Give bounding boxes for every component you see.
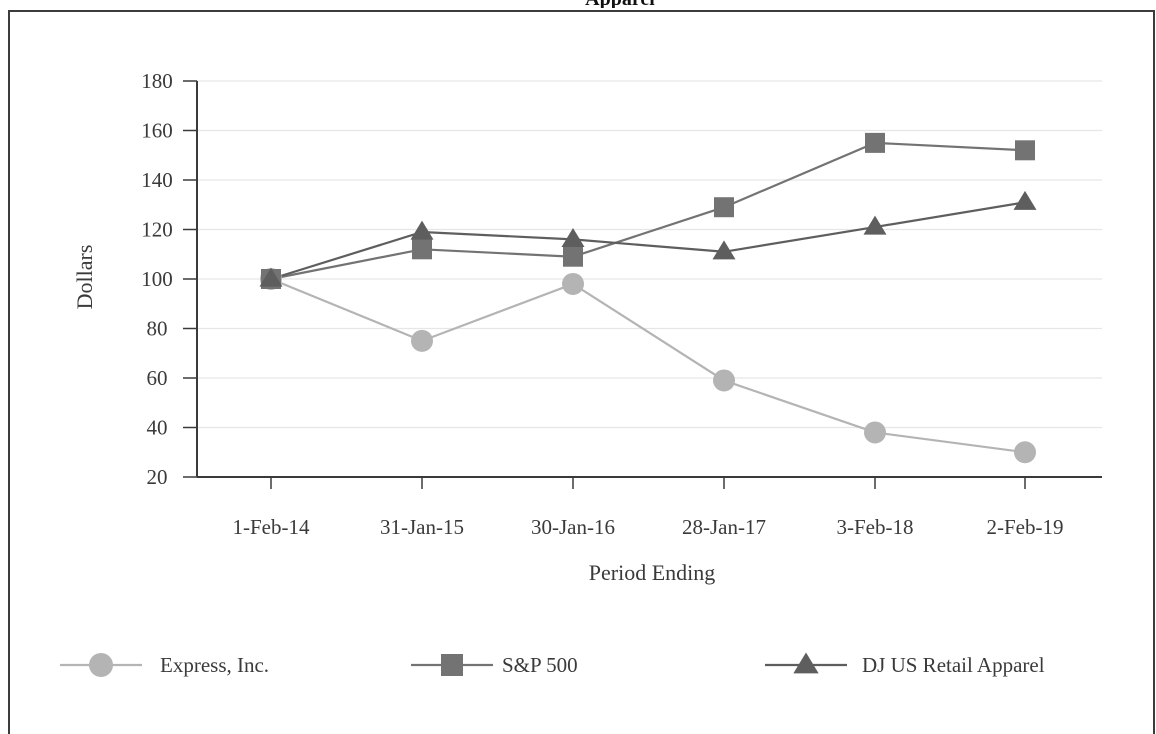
data-point-triangle [712, 240, 736, 260]
legend: Express, Inc. S&P 500 DJ US Retail Apparel [60, 652, 1045, 677]
data-point-triangle [259, 267, 283, 287]
legend-marker-triangle [793, 652, 819, 674]
x-tick-label: 31-Jan-15 [380, 515, 464, 539]
data-point-triangle [561, 228, 585, 247]
x-tick-label: 3-Feb-18 [837, 515, 914, 539]
y-tick-label: 60 [147, 366, 168, 390]
data-point-circle [713, 369, 735, 392]
legend-label: S&P 500 [502, 653, 578, 677]
data-point-square [714, 197, 734, 218]
data-point-triangle [410, 220, 434, 240]
data-point-square [1015, 140, 1035, 161]
data-point-triangle [863, 215, 887, 235]
series-line-circle [270, 277, 1026, 454]
y-tick-label: 140 [141, 168, 173, 192]
series-line-triangle [270, 201, 1026, 281]
y-axis-ticks: 20 40 60 80 100 120 140 160 180 [141, 69, 197, 489]
data-point-circle [1014, 441, 1036, 464]
chart-frame [8, 10, 1155, 734]
series-lines [270, 141, 1026, 454]
x-tick-label: 2-Feb-19 [987, 515, 1064, 539]
y-tick-label: 180 [141, 69, 173, 93]
data-point-circle [562, 272, 584, 295]
series-line-square [270, 141, 1026, 281]
data-point-circle [864, 421, 886, 444]
grid-lines [197, 80, 1102, 429]
legend-label: Express, Inc. [160, 653, 269, 677]
y-tick-label: 40 [147, 416, 168, 440]
chart-title-fragment: Apparel [540, 0, 700, 8]
data-point-square [563, 246, 583, 267]
y-tick-label: 80 [147, 317, 168, 341]
data-point-square [412, 239, 432, 260]
data-point-triangle [1013, 190, 1037, 210]
legend-marker-circle [89, 653, 113, 677]
data-point-square [865, 132, 885, 153]
y-tick-label: 160 [141, 119, 173, 143]
x-tick-label: 1-Feb-14 [233, 515, 310, 539]
y-axis-label: Dollars [72, 245, 97, 310]
y-tick-label: 20 [147, 465, 168, 489]
x-axis-ticks: 1-Feb-14 31-Jan-15 30-Jan-16 28-Jan-17 3-Feb… [233, 477, 1064, 539]
data-point-circle [411, 329, 433, 352]
legend-label: DJ US Retail Apparel [862, 653, 1045, 677]
legend-marker-square [441, 654, 463, 676]
x-axis-label: Period Ending [589, 560, 716, 585]
x-tick-label: 28-Jan-17 [682, 515, 766, 539]
x-tick-label: 30-Jan-16 [531, 515, 615, 539]
series-markers [259, 132, 1037, 464]
y-tick-label: 100 [141, 267, 173, 291]
y-tick-label: 120 [141, 218, 173, 242]
